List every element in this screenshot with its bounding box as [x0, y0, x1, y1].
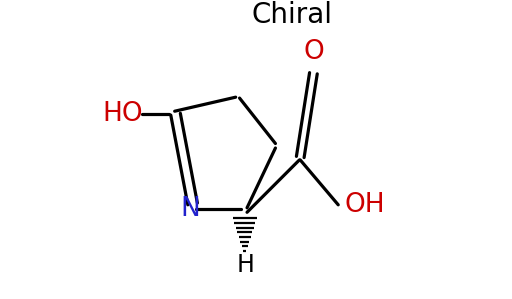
Text: Chiral: Chiral: [251, 1, 332, 29]
Text: O: O: [304, 39, 325, 65]
Text: OH: OH: [345, 192, 386, 218]
Text: HO: HO: [102, 101, 143, 126]
Text: N: N: [180, 196, 200, 222]
Text: H: H: [237, 253, 254, 277]
